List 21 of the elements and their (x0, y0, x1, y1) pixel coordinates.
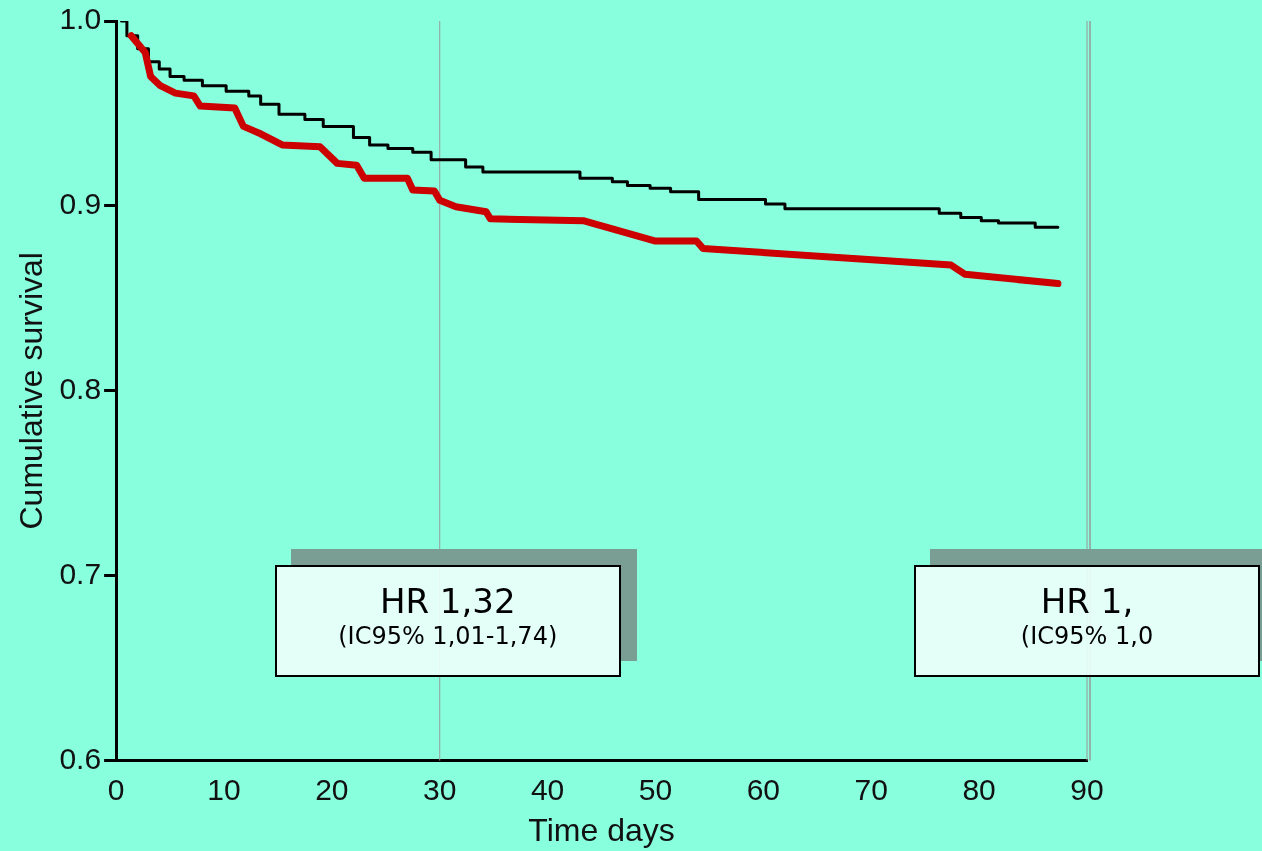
y-tick-label: 0.8 (59, 372, 102, 406)
y-axis-title: Cumulative survival (13, 252, 50, 530)
annotation: HR 1,32 (378, 580, 517, 621)
x-tick-label: 50 (638, 772, 673, 806)
x-tick-label: 0 (107, 772, 125, 806)
annotation: (IC95% 1,01-1,74) (337, 620, 559, 651)
y-tick-label: 0.7 (59, 556, 102, 590)
x-tick-label: 70 (854, 772, 888, 806)
x-tick-label: 30 (423, 772, 457, 806)
annotation: (IC95% 1,0 (1019, 620, 1155, 651)
x-tick-label: 60 (746, 772, 781, 806)
x-tick-label: 40 (530, 772, 565, 806)
x-tick-label: 90 (1070, 772, 1104, 806)
x-tick-label: 10 (207, 772, 241, 806)
y-tick-label: 1.0 (59, 2, 102, 36)
x-axis-title: Time days (528, 811, 675, 848)
annotation: HR 1, (1039, 580, 1135, 621)
x-tick-label: 20 (315, 772, 349, 806)
x-tick-label: 80 (962, 772, 996, 806)
y-tick-label: 0.6 (59, 741, 102, 775)
y-tick-label: 0.9 (59, 187, 102, 221)
